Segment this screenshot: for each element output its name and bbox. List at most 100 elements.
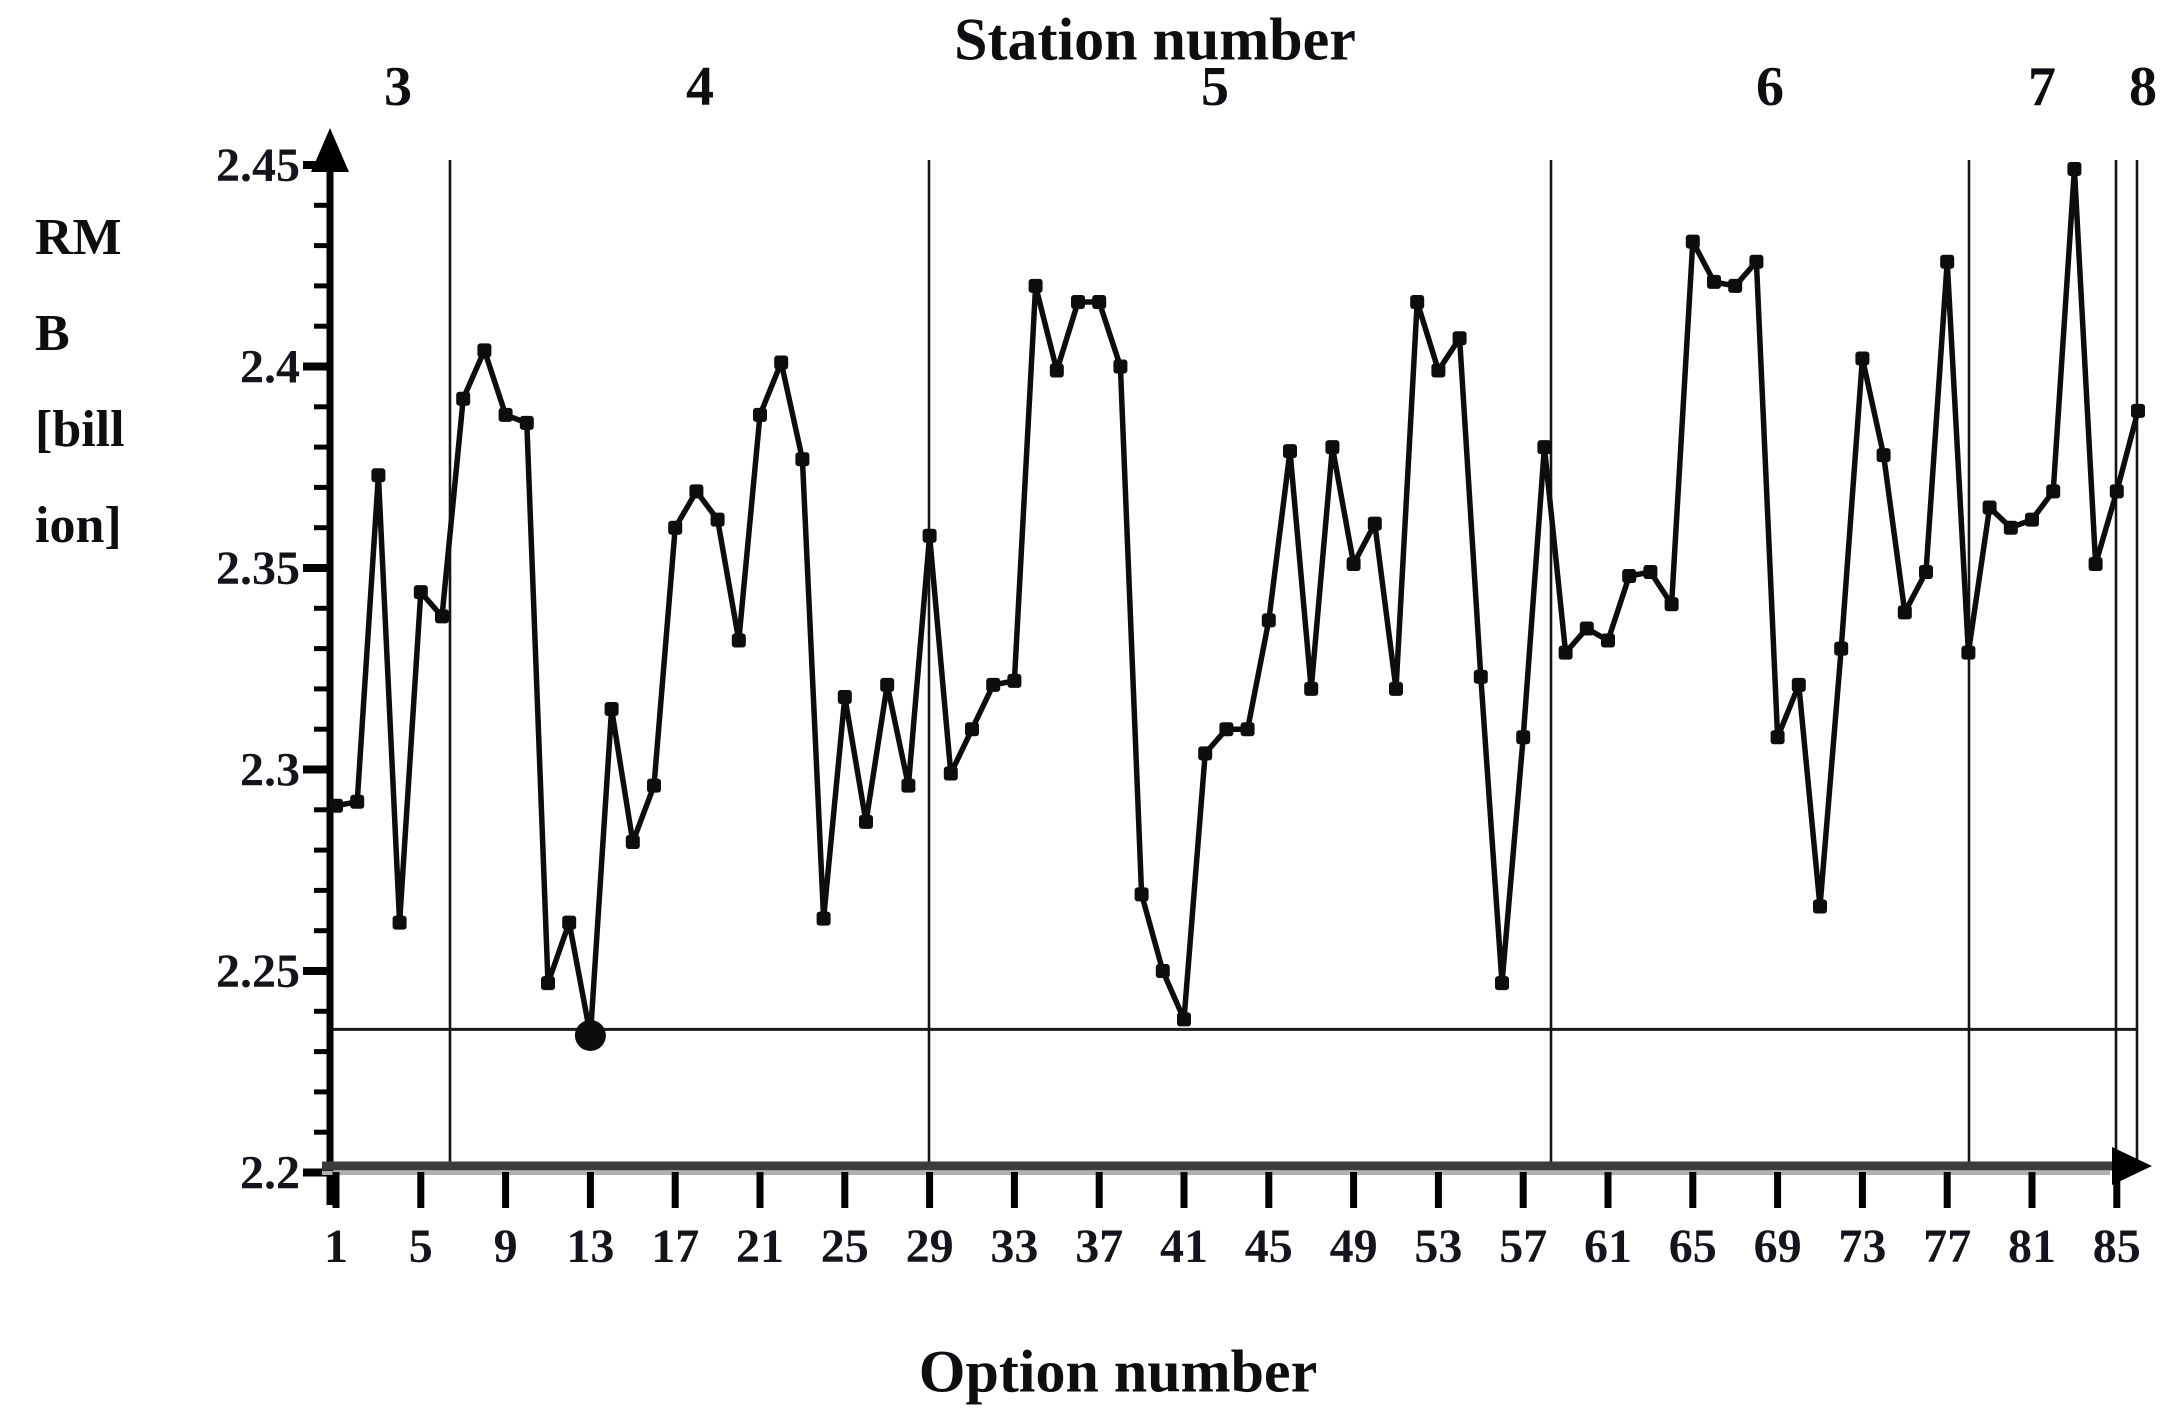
data-point	[1919, 565, 1933, 580]
data-point	[1876, 448, 1891, 463]
x-tick-label: 37	[1075, 1220, 1123, 1273]
data-point	[774, 355, 789, 370]
data-point-highlighted	[574, 1019, 606, 1051]
data-point	[1283, 444, 1297, 459]
y-tick-label: 2.35	[216, 542, 300, 595]
data-point	[1261, 613, 1276, 628]
data-point	[329, 798, 343, 813]
x-tick-label: 9	[494, 1220, 518, 1273]
data-point	[1325, 440, 1340, 455]
data-point	[668, 520, 683, 535]
x-tick-label: 29	[906, 1220, 954, 1273]
x-tick-label: 73	[1838, 1220, 1886, 1273]
station-label: 3	[384, 56, 412, 118]
data-point	[986, 677, 1001, 692]
data-point	[625, 835, 640, 850]
data-point	[731, 633, 746, 648]
station-label: 6	[1756, 56, 1784, 118]
x-axis-title: Option number	[918, 1338, 1318, 1405]
y-axis-title-line: ion]	[35, 497, 122, 554]
data-point	[562, 915, 577, 930]
data-point	[1601, 633, 1615, 648]
data-point	[1707, 274, 1721, 289]
data-point	[795, 452, 810, 467]
data-point	[859, 814, 873, 829]
data-point	[1855, 351, 1870, 366]
data-point	[1113, 359, 1128, 374]
top-axis-title: Station number	[954, 6, 1356, 73]
data-point	[1791, 677, 1806, 692]
station-label: 4	[686, 56, 714, 118]
y-tick-label: 2.4	[240, 341, 300, 394]
data-point	[1516, 730, 1531, 745]
data-point	[1834, 641, 1849, 656]
x-tick-label: 77	[1923, 1220, 1971, 1273]
data-point	[604, 702, 619, 717]
data-point	[1685, 234, 1700, 249]
data-point	[1982, 500, 1997, 515]
data-point	[689, 484, 704, 499]
data-point	[1664, 597, 1679, 612]
data-point	[1961, 645, 1976, 660]
y-tick-label: 2.2	[240, 1147, 300, 1200]
data-point	[2025, 512, 2039, 527]
data-point	[1537, 440, 1552, 455]
x-tick-label: 65	[1669, 1220, 1717, 1273]
y-tick-label: 2.3	[240, 744, 300, 797]
data-point	[2131, 403, 2145, 418]
x-tick-label: 33	[990, 1220, 1038, 1273]
data-point	[1495, 976, 1509, 991]
x-tick-label: 61	[1584, 1220, 1632, 1273]
data-point	[413, 585, 428, 600]
data-point	[965, 722, 979, 737]
data-point	[1134, 887, 1149, 902]
x-tick-label: 49	[1330, 1220, 1378, 1273]
data-point	[943, 766, 958, 781]
y-axis-title: RM B [bill ion]	[35, 190, 125, 574]
x-tick-label: 69	[1754, 1220, 1802, 1273]
data-point	[1452, 331, 1467, 346]
data-point	[541, 976, 555, 991]
data-point	[1473, 669, 1488, 684]
y-tick-label: 2.25	[216, 945, 300, 998]
data-point	[1579, 621, 1594, 636]
data-point	[1643, 565, 1658, 580]
data-point	[753, 407, 767, 422]
y-axis-title-line: B	[35, 305, 70, 362]
x-tick-label: 1	[324, 1220, 348, 1273]
data-point	[1219, 722, 1234, 737]
x-tick-label: 41	[1160, 1220, 1208, 1273]
data-point	[816, 911, 831, 926]
x-tick-label: 17	[651, 1220, 699, 1273]
x-tick-label: 81	[2008, 1220, 2056, 1273]
station-label: 5	[1201, 56, 1229, 118]
x-tick-label: 25	[821, 1220, 869, 1273]
data-point	[477, 343, 492, 358]
data-point	[2003, 520, 2018, 535]
data-point	[2046, 484, 2061, 499]
x-tick-label: 45	[1245, 1220, 1293, 1273]
data-point	[1177, 1012, 1191, 1027]
data-point	[1897, 605, 1912, 620]
x-tick-label: 13	[566, 1220, 614, 1273]
data-point	[1198, 746, 1213, 761]
data-point	[1558, 645, 1573, 660]
data-point	[2067, 162, 2082, 177]
data-point	[435, 609, 449, 624]
x-tick-label: 21	[736, 1220, 784, 1273]
x-axis-arrow-icon	[2112, 1147, 2152, 1185]
data-point	[1007, 673, 1022, 688]
data-point	[1749, 254, 1764, 269]
series-line	[333, 166, 2141, 1039]
data-point	[1940, 254, 1955, 269]
data-point	[498, 407, 513, 422]
data-point	[1389, 681, 1403, 696]
data-point	[1028, 278, 1043, 293]
data-point	[901, 778, 916, 793]
y-axis-title-line: RM	[35, 209, 122, 266]
data-point	[456, 391, 471, 406]
data-point	[350, 794, 365, 809]
station-label: 8	[2129, 56, 2157, 118]
x-tick-label: 57	[1499, 1220, 1547, 1273]
